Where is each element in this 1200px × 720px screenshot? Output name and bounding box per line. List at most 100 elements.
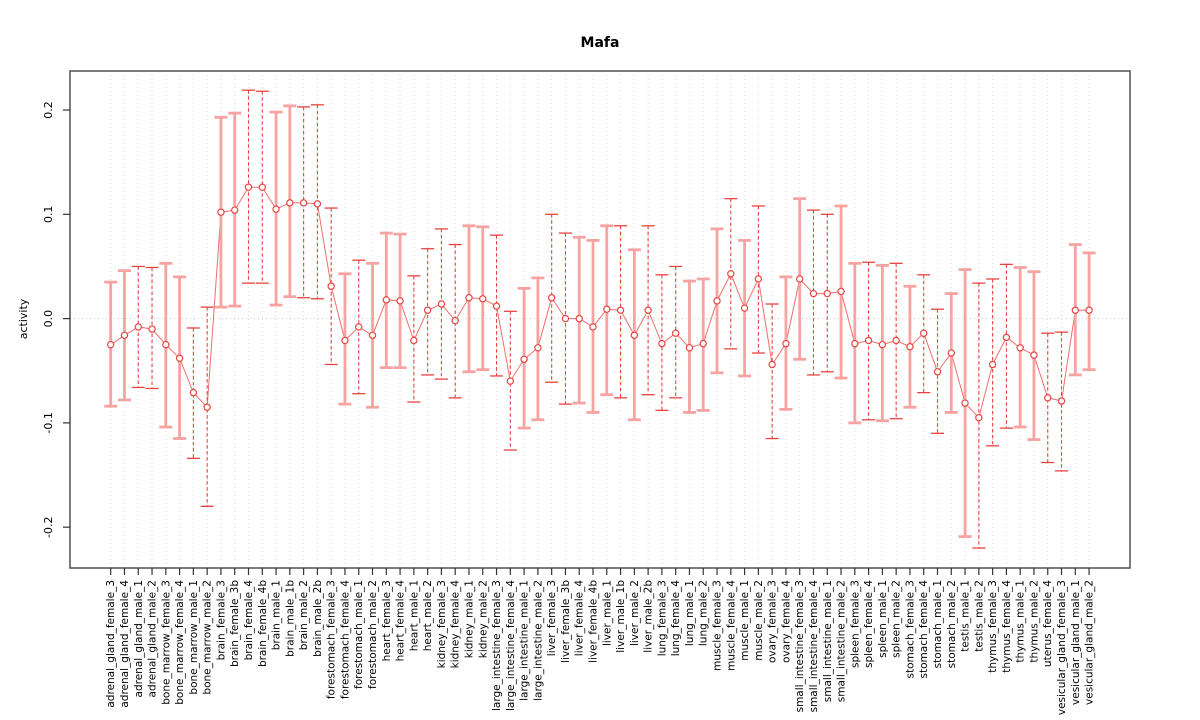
data-point xyxy=(603,305,611,313)
data-point xyxy=(313,200,322,208)
x-category-label: liver_male_2b xyxy=(643,580,655,653)
data-point xyxy=(823,289,831,298)
data-point xyxy=(796,275,804,283)
x-category-label: forestomach_male_2 xyxy=(367,580,379,689)
x-category-label: heart_male_1 xyxy=(408,580,420,651)
y-axis-label: activity xyxy=(17,298,30,339)
error-bar xyxy=(228,111,242,308)
x-category-label: lung_male_2 xyxy=(698,580,710,646)
error-bar xyxy=(600,224,614,397)
data-point xyxy=(396,297,404,305)
y-tick-label: 0.2 xyxy=(42,101,55,119)
data-point xyxy=(920,329,928,337)
error-bar xyxy=(738,238,752,378)
data-point xyxy=(217,208,225,216)
data-point xyxy=(768,360,776,369)
data-point xyxy=(671,329,680,337)
error-bar xyxy=(903,284,917,409)
data-point xyxy=(451,316,459,325)
data-point xyxy=(589,323,597,331)
x-category-label: liver_female_3b xyxy=(560,580,572,663)
error-bar xyxy=(779,275,793,411)
x-category-label: adrenal_gland_female_3 xyxy=(105,580,117,708)
data-point xyxy=(423,306,432,314)
error-bar xyxy=(793,197,807,361)
x-category-label: liver_female_4b xyxy=(588,580,600,663)
x-category-label: adrenal_gland_male_1 xyxy=(133,580,145,697)
x-category-label: brain_male_2 xyxy=(298,580,310,650)
error-bar xyxy=(999,263,1013,429)
x-category-label: forestomach_male_1 xyxy=(353,580,365,689)
x-category-label: spleen_female_4 xyxy=(863,580,875,668)
error-bar xyxy=(889,262,903,420)
x-category-label: thymus_female_3 xyxy=(987,580,999,673)
error-bar xyxy=(572,235,586,405)
x-category-label: large_intestine_male_1 xyxy=(519,580,531,701)
data-point xyxy=(754,275,763,283)
x-category-label: thymus_female_4 xyxy=(1001,580,1013,673)
error-bar xyxy=(848,261,862,425)
error-bar xyxy=(131,265,145,389)
x-category-label: liver_male_1b xyxy=(615,580,627,653)
x-category-label: brain_male_2b xyxy=(312,580,324,657)
error-bar xyxy=(366,261,380,409)
error-bar xyxy=(862,261,876,421)
error-bar xyxy=(476,225,490,372)
error-bar xyxy=(806,209,820,376)
x-category-label: forestomach_female_3 xyxy=(326,580,338,699)
data-point xyxy=(1016,344,1024,352)
x-category-label: liver_female_3 xyxy=(546,580,558,656)
x-category-label: small_intestine_male_1 xyxy=(822,580,834,702)
error-bar xyxy=(517,286,531,430)
error-bar xyxy=(627,248,641,422)
x-category-label: vesicular_gland_female_3 xyxy=(1056,580,1068,715)
error-bar xyxy=(145,266,159,390)
error-bar xyxy=(448,243,462,399)
data-point xyxy=(368,331,377,339)
data-point xyxy=(851,339,859,348)
x-category-label: heart_male_2 xyxy=(422,580,434,651)
x-category-label: brain_female_4 xyxy=(243,580,255,661)
x-category-label: bone_marrow_female_3 xyxy=(160,580,172,705)
x-category-label: lung_female_4 xyxy=(670,580,682,657)
data-point xyxy=(534,344,542,352)
error-bar xyxy=(614,225,628,399)
x-category-label: stomach_female_4 xyxy=(918,580,930,679)
data-point xyxy=(506,377,515,385)
x-category-label: brain_female_3 xyxy=(215,580,227,660)
data-point xyxy=(933,368,942,376)
error-bar xyxy=(242,89,255,284)
x-category-label: bone_marrow_female_4 xyxy=(174,580,186,705)
data-point xyxy=(1030,351,1038,359)
data-point xyxy=(1057,397,1066,405)
x-category-label: testis_male_1 xyxy=(960,580,972,652)
data-point xyxy=(148,325,156,333)
x-category-label: brain_male_1 xyxy=(271,580,283,650)
data-point xyxy=(727,270,735,278)
error-bar xyxy=(186,327,200,459)
x-category-label: bone_marrow_male_2 xyxy=(202,580,214,695)
y-tick-label: 0.1 xyxy=(42,206,55,224)
data-point xyxy=(258,183,266,191)
data-point xyxy=(327,282,335,290)
x-category-label: ovary_female_4 xyxy=(780,580,792,663)
x-category-label: stomach_male_2 xyxy=(946,580,958,668)
plot-frame xyxy=(69,70,1131,569)
x-category-label: spleen_male_1 xyxy=(877,580,889,658)
x-category-label: muscle_female_4 xyxy=(725,580,737,671)
data-point xyxy=(1002,333,1011,342)
error-bar xyxy=(1082,251,1096,372)
error-bar xyxy=(283,104,297,299)
data-point xyxy=(644,306,652,314)
x-category-label: testis_male_2 xyxy=(973,580,985,652)
error-bar xyxy=(1068,243,1082,377)
error-bar-series xyxy=(104,89,1096,549)
error-bar xyxy=(255,90,269,284)
error-bar xyxy=(310,104,324,300)
error-bar xyxy=(724,198,738,350)
error-bar xyxy=(393,232,407,370)
data-point xyxy=(244,183,253,191)
x-category-label: vesicular_gland_male_2 xyxy=(1084,580,1096,705)
data-point xyxy=(892,336,900,345)
